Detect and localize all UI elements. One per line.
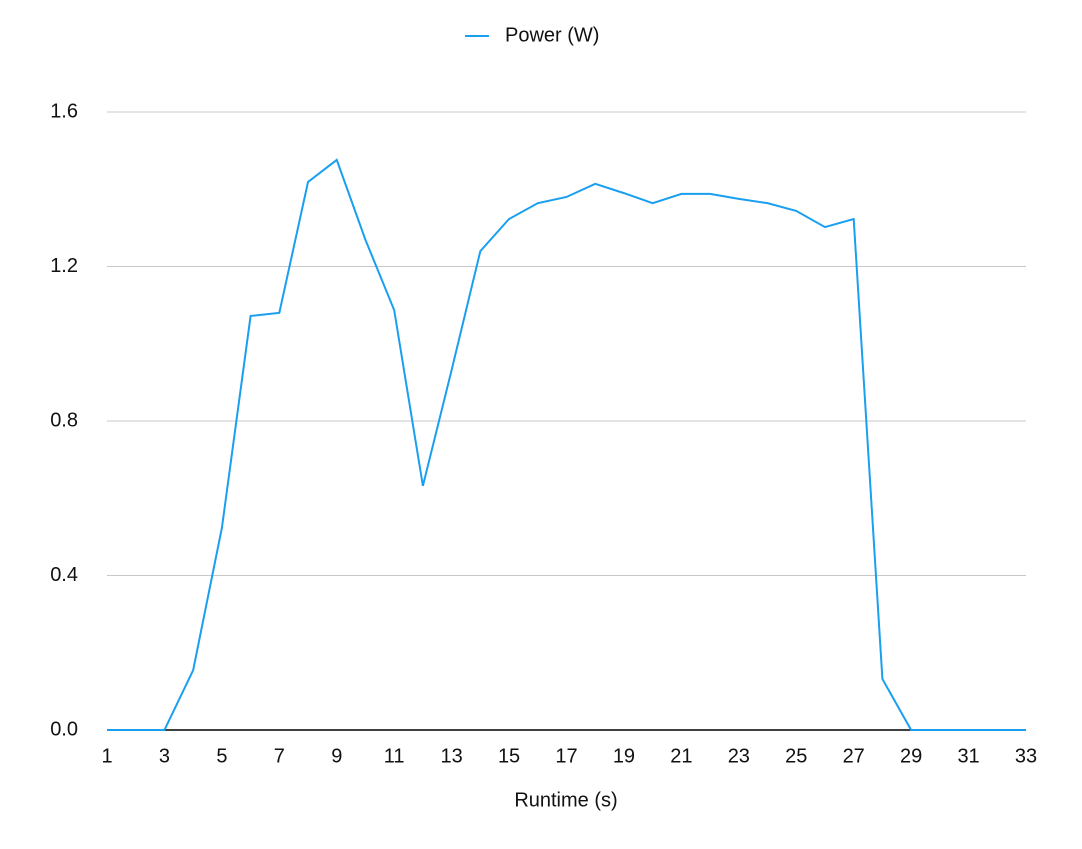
x-tick-label: 31 [957, 745, 979, 767]
x-tick-label: 25 [785, 745, 807, 767]
x-tick-label: 23 [728, 745, 750, 767]
x-tick-label: 29 [900, 745, 922, 767]
y-tick-label: 0.4 [50, 564, 78, 586]
x-tick-label: 7 [274, 745, 285, 767]
x-tick-label: 15 [498, 745, 520, 767]
x-tick-label: 19 [613, 745, 635, 767]
x-tick-label: 13 [441, 745, 463, 767]
x-tick-label: 11 [384, 745, 405, 767]
x-tick-label: 27 [843, 745, 865, 767]
x-tick-label: 17 [555, 745, 577, 767]
x-tick-label: 3 [159, 745, 170, 767]
x-tick-label: 33 [1015, 745, 1037, 767]
y-tick-label: 0.8 [50, 409, 78, 431]
x-tick-label: 5 [216, 745, 227, 767]
x-axis-label: Runtime (s) [514, 789, 617, 811]
y-tick-label: 1.2 [50, 255, 78, 277]
x-tick-label: 1 [101, 745, 112, 767]
x-tick-label: 9 [331, 745, 342, 767]
line-series [107, 158, 1026, 731]
legend-label: Power (W) [505, 24, 599, 46]
y-tick-label: 1.6 [50, 100, 78, 122]
x-tick-label: 21 [670, 745, 692, 767]
y-tick-label: 0.0 [50, 718, 78, 740]
